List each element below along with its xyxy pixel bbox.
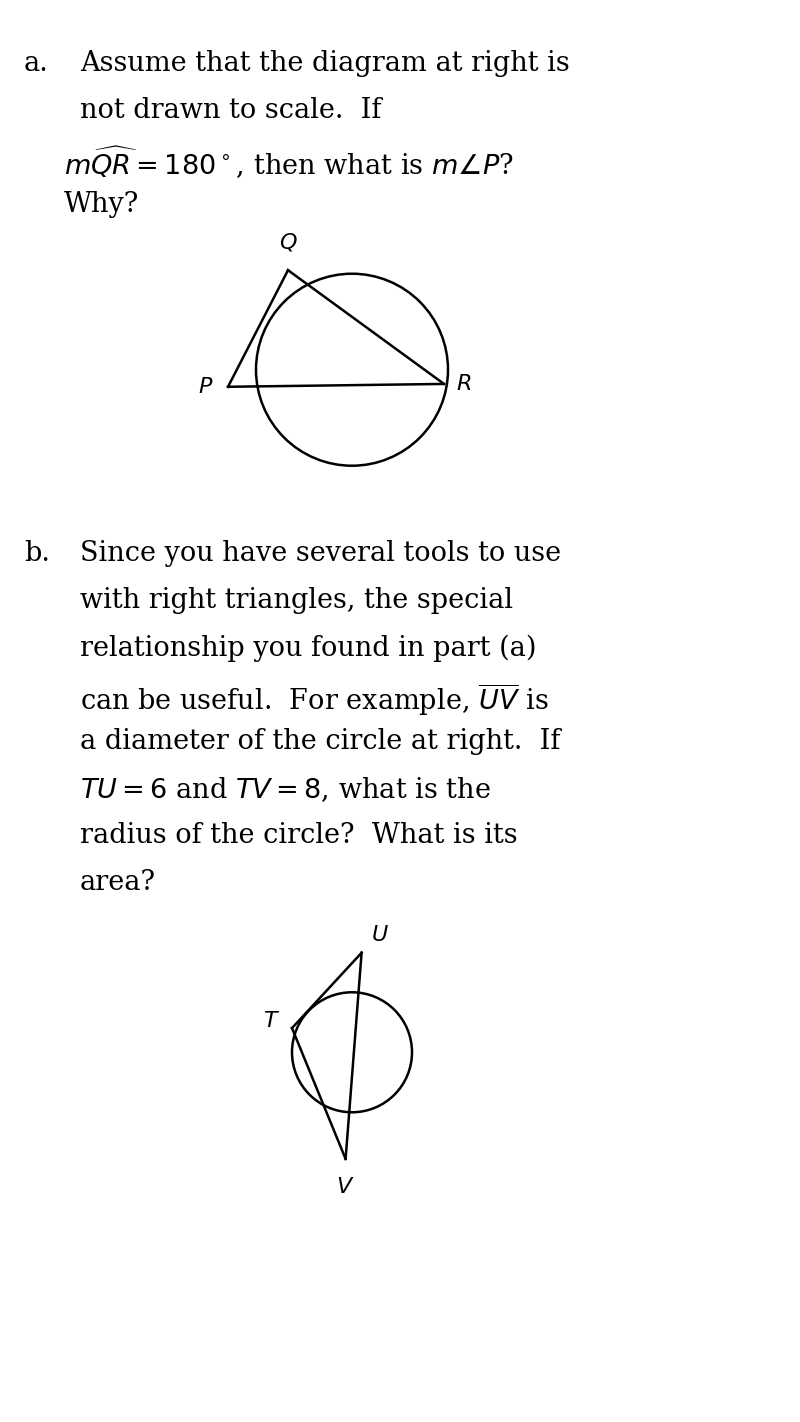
Text: b.: b. — [24, 540, 50, 567]
Text: $TU = 6$ and $TV = 8$, what is the: $TU = 6$ and $TV = 8$, what is the — [80, 775, 490, 803]
Text: a.: a. — [24, 50, 49, 77]
Text: not drawn to scale.  If: not drawn to scale. If — [80, 97, 382, 124]
Text: Assume that the diagram at right is: Assume that the diagram at right is — [80, 50, 570, 77]
Text: $P$: $P$ — [198, 375, 214, 398]
Text: with right triangles, the special: with right triangles, the special — [80, 587, 513, 614]
Text: $Q$: $Q$ — [278, 232, 298, 253]
Text: Why?: Why? — [64, 191, 139, 218]
Text: relationship you found in part (a): relationship you found in part (a) — [80, 634, 537, 661]
Text: radius of the circle?  What is its: radius of the circle? What is its — [80, 822, 518, 849]
Text: $V$: $V$ — [336, 1176, 355, 1197]
Text: $R$: $R$ — [456, 373, 471, 395]
Text: Since you have several tools to use: Since you have several tools to use — [80, 540, 561, 567]
Text: $U$: $U$ — [371, 924, 389, 946]
Text: $m\widehat{QR} = 180^\circ$, then what is $m\angle P$?: $m\widehat{QR} = 180^\circ$, then what i… — [64, 144, 514, 179]
Text: a diameter of the circle at right.  If: a diameter of the circle at right. If — [80, 728, 560, 755]
Text: area?: area? — [80, 869, 156, 896]
Text: can be useful.  For example, $\overline{UV}$ is: can be useful. For example, $\overline{U… — [80, 681, 549, 718]
Text: $T$: $T$ — [263, 1010, 280, 1032]
